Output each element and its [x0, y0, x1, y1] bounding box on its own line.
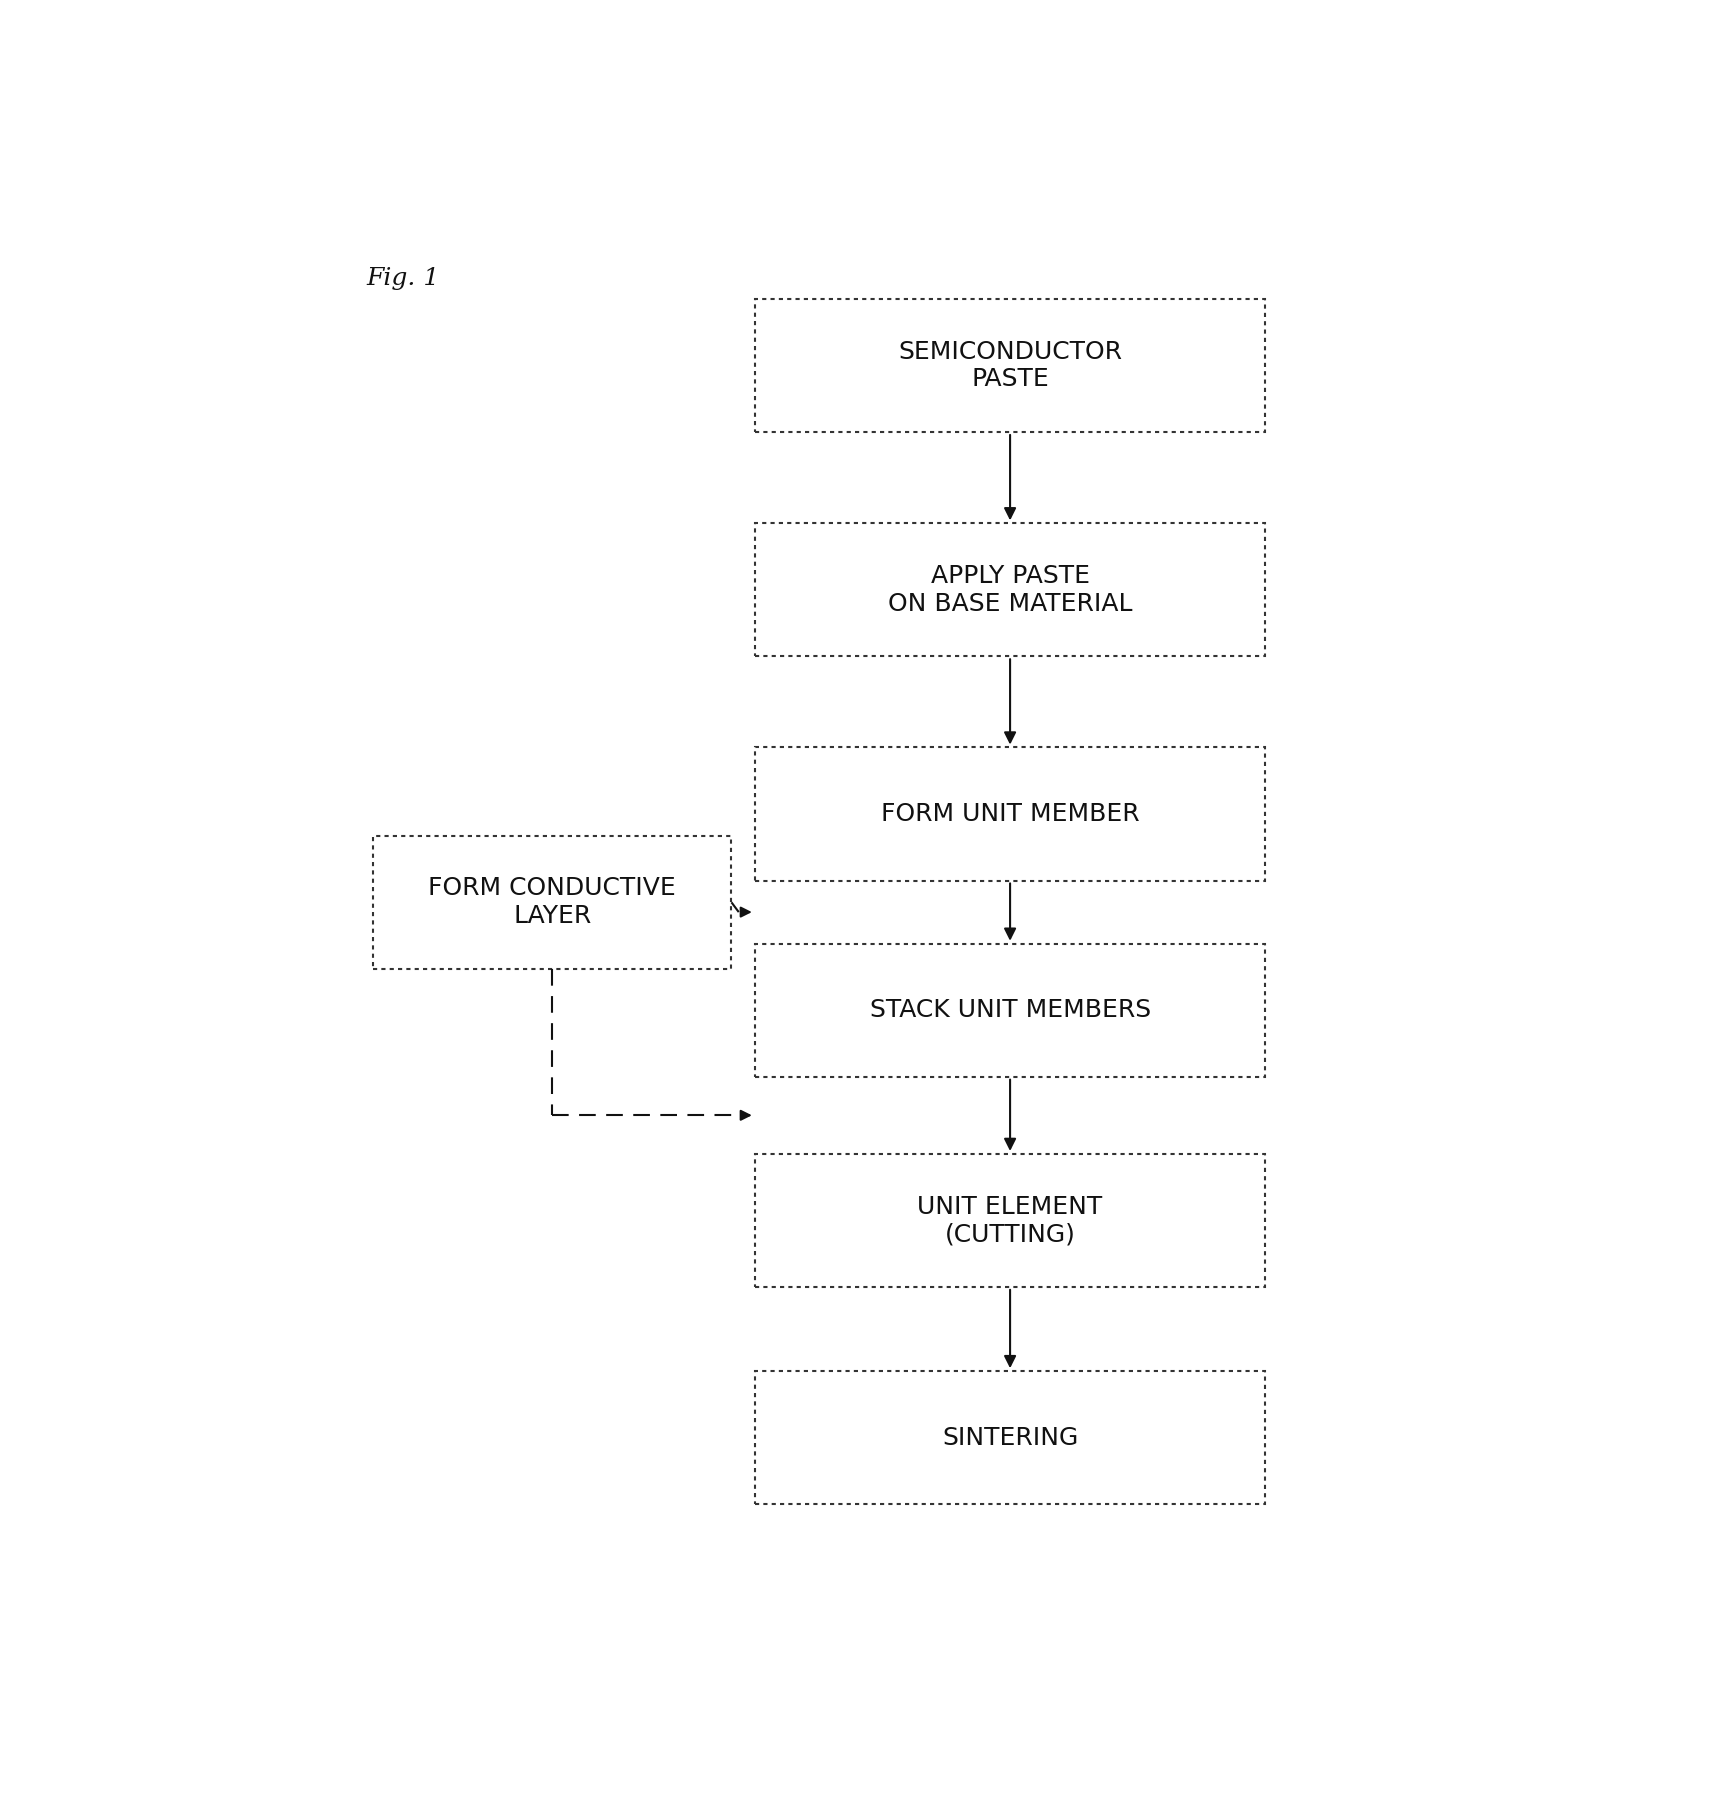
Text: SINTERING: SINTERING — [942, 1425, 1079, 1449]
Bar — [755, 748, 1265, 881]
Text: Fig. 1: Fig. 1 — [366, 268, 440, 291]
Text: UNIT ELEMENT
(CUTTING): UNIT ELEMENT (CUTTING) — [918, 1194, 1103, 1247]
Text: FORM CONDUCTIVE
LAYER: FORM CONDUCTIVE LAYER — [428, 877, 676, 928]
Bar — [755, 1370, 1265, 1503]
Bar — [373, 835, 731, 968]
Text: SEMICONDUCTOR
PASTE: SEMICONDUCTOR PASTE — [899, 340, 1121, 391]
Text: APPLY PASTE
ON BASE MATERIAL: APPLY PASTE ON BASE MATERIAL — [889, 564, 1132, 615]
Text: FORM UNIT MEMBER: FORM UNIT MEMBER — [880, 803, 1140, 826]
Bar — [755, 298, 1265, 431]
Bar — [755, 943, 1265, 1077]
Bar — [755, 1154, 1265, 1287]
Text: STACK UNIT MEMBERS: STACK UNIT MEMBERS — [870, 997, 1150, 1023]
Bar — [755, 522, 1265, 657]
